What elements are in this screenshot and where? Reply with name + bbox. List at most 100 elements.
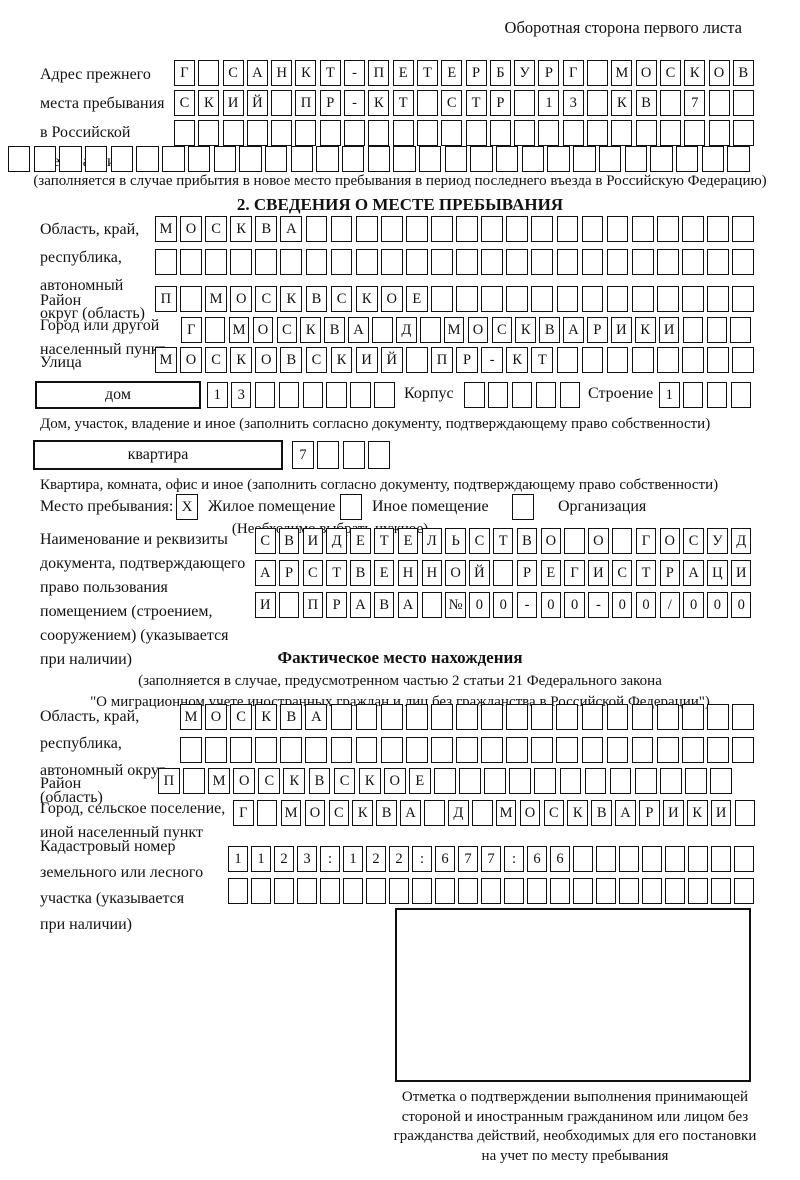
char-box[interactable] bbox=[732, 347, 754, 373]
char-box[interactable] bbox=[458, 878, 478, 904]
char-box[interactable] bbox=[681, 216, 704, 242]
char-box[interactable] bbox=[330, 249, 353, 275]
char-box[interactable]: А bbox=[563, 317, 584, 343]
char-box[interactable] bbox=[180, 286, 202, 312]
char-box[interactable]: Ц bbox=[707, 560, 728, 586]
char-box[interactable] bbox=[531, 249, 554, 275]
char-box[interactable]: Н bbox=[271, 60, 293, 86]
char-box[interactable] bbox=[380, 249, 403, 275]
char-box[interactable]: И bbox=[588, 560, 609, 586]
char-box[interactable]: П bbox=[295, 90, 317, 116]
char-box[interactable]: В bbox=[280, 704, 303, 730]
char-box[interactable]: Д bbox=[326, 528, 347, 554]
char-box[interactable]: К bbox=[230, 216, 253, 242]
char-box[interactable]: 1 bbox=[659, 382, 680, 408]
char-box[interactable] bbox=[701, 146, 724, 172]
char-box[interactable] bbox=[556, 704, 579, 730]
char-box[interactable] bbox=[256, 800, 278, 826]
char-box[interactable] bbox=[487, 382, 509, 408]
char-box[interactable] bbox=[416, 120, 438, 146]
char-box[interactable] bbox=[596, 878, 616, 904]
char-box[interactable]: О bbox=[635, 60, 657, 86]
char-box[interactable]: В bbox=[308, 768, 331, 794]
char-box[interactable] bbox=[8, 146, 31, 172]
char-box[interactable] bbox=[734, 800, 756, 826]
char-box[interactable] bbox=[732, 286, 754, 312]
char-box[interactable] bbox=[708, 90, 730, 116]
char-box[interactable] bbox=[535, 382, 557, 408]
char-box[interactable] bbox=[631, 347, 654, 373]
char-box[interactable]: Г bbox=[635, 528, 657, 554]
char-box[interactable]: - bbox=[516, 592, 538, 618]
char-box[interactable] bbox=[431, 286, 453, 312]
char-box[interactable]: Е bbox=[373, 560, 395, 586]
char-box[interactable]: М bbox=[180, 704, 202, 730]
char-box[interactable] bbox=[619, 878, 639, 904]
char-box[interactable] bbox=[441, 120, 463, 146]
char-box[interactable] bbox=[656, 737, 679, 763]
char-box[interactable] bbox=[547, 146, 570, 172]
char-box[interactable]: О bbox=[519, 800, 541, 826]
char-box[interactable]: А bbox=[305, 704, 328, 730]
char-box[interactable] bbox=[393, 146, 416, 172]
char-box[interactable]: С bbox=[330, 286, 353, 312]
char-box[interactable]: В bbox=[516, 528, 538, 554]
char-box[interactable]: П bbox=[368, 60, 390, 86]
char-box[interactable]: О bbox=[205, 704, 227, 730]
char-box[interactable] bbox=[271, 120, 293, 146]
char-box[interactable]: 3 bbox=[562, 90, 584, 116]
char-box[interactable] bbox=[187, 146, 211, 172]
char-box[interactable] bbox=[534, 768, 557, 794]
house-field-box[interactable]: дом bbox=[35, 381, 201, 409]
char-box[interactable]: 2 bbox=[389, 846, 409, 872]
char-box[interactable] bbox=[481, 704, 503, 730]
char-box[interactable]: Н bbox=[397, 560, 419, 586]
char-box[interactable]: В bbox=[305, 286, 328, 312]
char-box[interactable]: С bbox=[205, 347, 227, 373]
char-box[interactable] bbox=[732, 120, 754, 146]
char-box[interactable] bbox=[484, 768, 507, 794]
char-box[interactable]: О bbox=[588, 528, 609, 554]
char-box[interactable] bbox=[656, 249, 679, 275]
char-box[interactable]: В bbox=[376, 800, 397, 826]
char-box[interactable]: М bbox=[155, 216, 177, 242]
char-box[interactable]: Л bbox=[421, 528, 443, 554]
char-box[interactable] bbox=[434, 768, 456, 794]
char-box[interactable] bbox=[606, 737, 629, 763]
char-box[interactable] bbox=[606, 216, 629, 242]
char-box[interactable]: С bbox=[276, 317, 298, 343]
char-box[interactable] bbox=[606, 249, 629, 275]
char-box[interactable]: 6 bbox=[435, 846, 455, 872]
char-box[interactable]: Р bbox=[456, 347, 478, 373]
char-box[interactable] bbox=[681, 286, 704, 312]
char-box[interactable] bbox=[514, 120, 536, 146]
char-box[interactable] bbox=[609, 768, 632, 794]
char-box[interactable] bbox=[435, 878, 455, 904]
char-box[interactable] bbox=[255, 737, 278, 763]
char-box[interactable]: Р bbox=[587, 317, 608, 343]
char-box[interactable]: А bbox=[348, 317, 369, 343]
char-box[interactable] bbox=[246, 120, 268, 146]
char-box[interactable]: О bbox=[233, 768, 256, 794]
char-box[interactable]: М bbox=[155, 347, 177, 373]
char-box[interactable]: Р bbox=[319, 90, 341, 116]
char-box[interactable]: В bbox=[280, 347, 303, 373]
char-box[interactable] bbox=[416, 90, 438, 116]
char-box[interactable] bbox=[587, 60, 609, 86]
char-box[interactable] bbox=[471, 800, 493, 826]
char-box[interactable] bbox=[506, 286, 529, 312]
char-box[interactable] bbox=[506, 249, 529, 275]
char-box[interactable] bbox=[619, 846, 639, 872]
char-box[interactable] bbox=[707, 249, 729, 275]
char-box[interactable] bbox=[456, 737, 478, 763]
char-box[interactable]: С bbox=[683, 528, 704, 554]
char-box[interactable]: 7 bbox=[458, 846, 478, 872]
char-box[interactable] bbox=[675, 146, 699, 172]
char-box[interactable] bbox=[271, 90, 293, 116]
char-box[interactable]: С bbox=[469, 528, 490, 554]
char-box[interactable]: О bbox=[708, 60, 730, 86]
char-box[interactable]: М bbox=[208, 768, 230, 794]
char-box[interactable] bbox=[659, 90, 681, 116]
char-box[interactable]: : bbox=[320, 846, 340, 872]
char-box[interactable]: А bbox=[255, 560, 276, 586]
